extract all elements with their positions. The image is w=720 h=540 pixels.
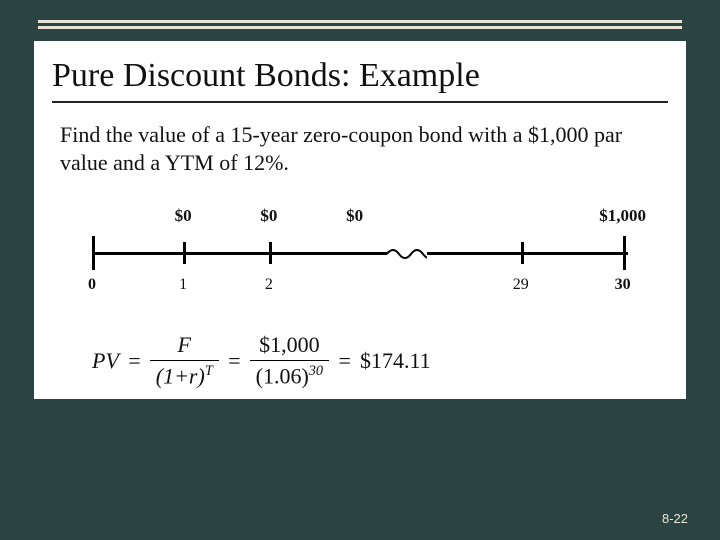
- period-label: 1: [179, 276, 187, 294]
- timeline-tick: [623, 236, 626, 270]
- equals-sign: =: [337, 348, 352, 374]
- fraction-numerator: $1,000: [253, 332, 326, 360]
- header-bars: [0, 0, 720, 29]
- slide-body: Find the value of a 15-year zero-coupon …: [52, 119, 668, 184]
- fraction-numerator: F: [172, 332, 197, 360]
- equals-sign: =: [227, 348, 242, 374]
- ellipsis-dot: .: [639, 208, 643, 224]
- slide-title: Pure Discount Bonds: Example: [52, 57, 668, 103]
- page-number: 8-22: [662, 511, 688, 526]
- equals-sign: =: [127, 348, 142, 374]
- timeline-tick: [269, 242, 272, 264]
- fraction-denominator: (1+r)T: [150, 360, 219, 389]
- pv-formula: PV = F (1+r)T = $1,000 (1.06)30 = $174.1…: [92, 332, 628, 389]
- timeline-axis: [92, 252, 628, 255]
- formula-result: $174.11: [360, 348, 431, 374]
- formula-lhs: PV: [92, 348, 119, 374]
- timeline-tick: [183, 242, 186, 264]
- cashflow-value: $0: [346, 206, 363, 226]
- period-label: 30: [615, 276, 631, 294]
- timeline-axis-group: [92, 230, 628, 274]
- timeline-tick: [521, 242, 524, 264]
- period-label: 2: [265, 276, 273, 294]
- period-label: 29: [513, 276, 529, 294]
- timeline-tick: [92, 236, 95, 270]
- timeline: $0 $0 $0 $1,000 . 0 1 2 29 30: [92, 206, 628, 300]
- timeline-cashflows: $0 $0 $0 $1,000 .: [92, 206, 628, 228]
- formula-fraction-numeric: $1,000 (1.06)30: [250, 332, 329, 389]
- cashflow-value: $0: [260, 206, 277, 226]
- cashflow-value: $0: [175, 206, 192, 226]
- period-label: 0: [88, 276, 96, 294]
- fraction-denominator: (1.06)30: [250, 360, 329, 389]
- timeline-periods: 0 1 2 29 30: [92, 276, 628, 300]
- content-card: Pure Discount Bonds: Example Find the va…: [34, 41, 686, 399]
- formula-fraction-symbolic: F (1+r)T: [150, 332, 219, 389]
- header-bar-2: [38, 26, 682, 29]
- timeline-break: [387, 246, 427, 262]
